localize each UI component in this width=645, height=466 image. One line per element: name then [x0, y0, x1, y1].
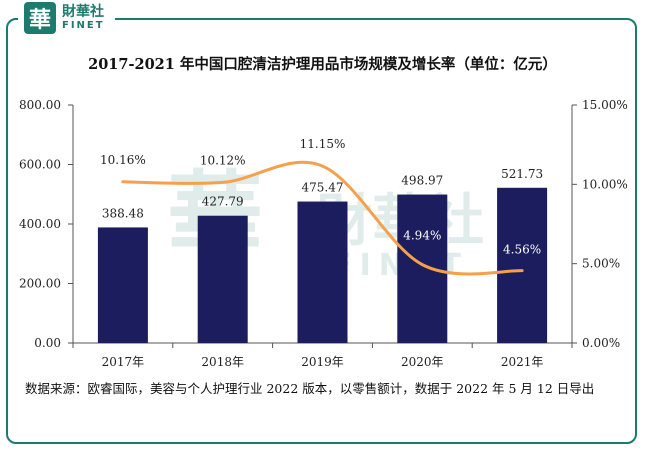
growth-rate-label: 11.15%: [300, 137, 346, 151]
bar-value-label: 498.97: [401, 174, 443, 188]
bar-2021年: [497, 187, 548, 343]
bar-2019年: [297, 201, 348, 343]
bar-2017年: [97, 227, 148, 343]
y-tick-label-left: 200.00: [19, 277, 61, 291]
y-tick-label-left: 800.00: [19, 98, 61, 112]
y-tick-label-left: 400.00: [19, 217, 61, 231]
bar-value-label: 475.47: [302, 181, 344, 195]
brand-name-cn: 財華社: [62, 4, 104, 20]
brand-logo: 華 財華社 FINET: [18, 0, 115, 36]
x-tick-label: 2020年: [401, 355, 444, 369]
x-tick-label: 2018年: [201, 355, 244, 369]
y-tick-label-right: 0.00%: [582, 336, 620, 350]
growth-rate-label: 10.12%: [200, 153, 246, 167]
y-tick-label-right: 15.00%: [582, 98, 628, 112]
x-tick-label: 2017年: [102, 355, 145, 369]
y-tick-label-left: 600.00: [19, 158, 61, 172]
bar-value-label: 521.73: [501, 167, 543, 181]
brand-name-en: FINET: [62, 20, 105, 31]
y-tick-label-right: 10.00%: [582, 177, 628, 191]
x-tick-label: 2019年: [301, 355, 344, 369]
growth-rate-label: 10.16%: [100, 153, 146, 167]
growth-rate-label: 4.94%: [403, 229, 441, 243]
bar-2020年: [397, 194, 448, 343]
bar-value-label: 427.79: [202, 195, 244, 209]
chart-frame: [6, 18, 637, 444]
x-tick-label: 2021年: [501, 355, 544, 369]
y-tick-label-left: 0.00: [34, 336, 61, 350]
bar-2018年: [197, 215, 248, 343]
brand-mark-icon: 華: [24, 2, 56, 34]
chart-title: 2017-2021 年中国口腔清洁护理用品市场规模及增长率（单位：亿元）: [88, 56, 557, 73]
growth-rate-line: [121, 160, 524, 276]
growth-rate-label: 4.56%: [503, 243, 541, 257]
y-tick-label-right: 5.00%: [582, 257, 620, 271]
bar-value-label: 388.48: [102, 206, 144, 220]
data-source-note: 数据来源：欧睿国际，美容与个人护理行业 2022 版本，以零售额计，数据于 20…: [25, 381, 595, 396]
